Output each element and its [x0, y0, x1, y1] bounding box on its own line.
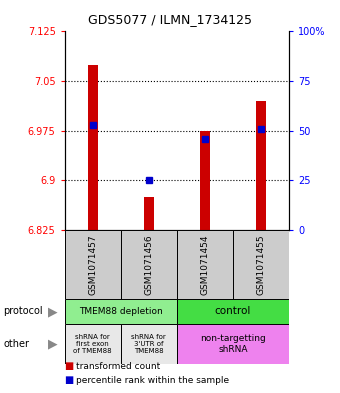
Text: GSM1071455: GSM1071455 [256, 234, 266, 295]
Text: ▶: ▶ [48, 305, 57, 318]
Bar [256, 101, 266, 230]
Text: TMEM88 depletion: TMEM88 depletion [79, 307, 163, 316]
Bar [233, 230, 289, 299]
Bar [177, 230, 233, 299]
Text: protocol: protocol [3, 307, 43, 316]
Bar [121, 230, 177, 299]
Text: percentile rank within the sample: percentile rank within the sample [76, 376, 230, 385]
Text: other: other [3, 339, 29, 349]
Text: non-targetting
shRNA: non-targetting shRNA [200, 334, 266, 354]
Bar [65, 230, 121, 299]
Text: ■: ■ [65, 362, 74, 371]
Bar [177, 324, 289, 364]
Text: shRNA for
3'UTR of
TMEM88: shRNA for 3'UTR of TMEM88 [131, 334, 166, 354]
Text: ▶: ▶ [48, 337, 57, 351]
Bar [65, 324, 121, 364]
Text: ■: ■ [65, 375, 74, 385]
Bar [200, 131, 210, 230]
Text: control: control [215, 307, 251, 316]
Bar [65, 299, 177, 324]
Text: shRNA for
first exon
of TMEM88: shRNA for first exon of TMEM88 [73, 334, 112, 354]
Text: GDS5077 / ILMN_1734125: GDS5077 / ILMN_1734125 [88, 13, 252, 26]
Text: transformed count: transformed count [76, 362, 161, 371]
Text: GSM1071456: GSM1071456 [144, 234, 153, 295]
Text: GSM1071454: GSM1071454 [200, 234, 209, 294]
Bar [121, 324, 177, 364]
Bar [144, 197, 154, 230]
Bar [88, 64, 98, 230]
Bar [177, 299, 289, 324]
Text: GSM1071457: GSM1071457 [88, 234, 97, 295]
